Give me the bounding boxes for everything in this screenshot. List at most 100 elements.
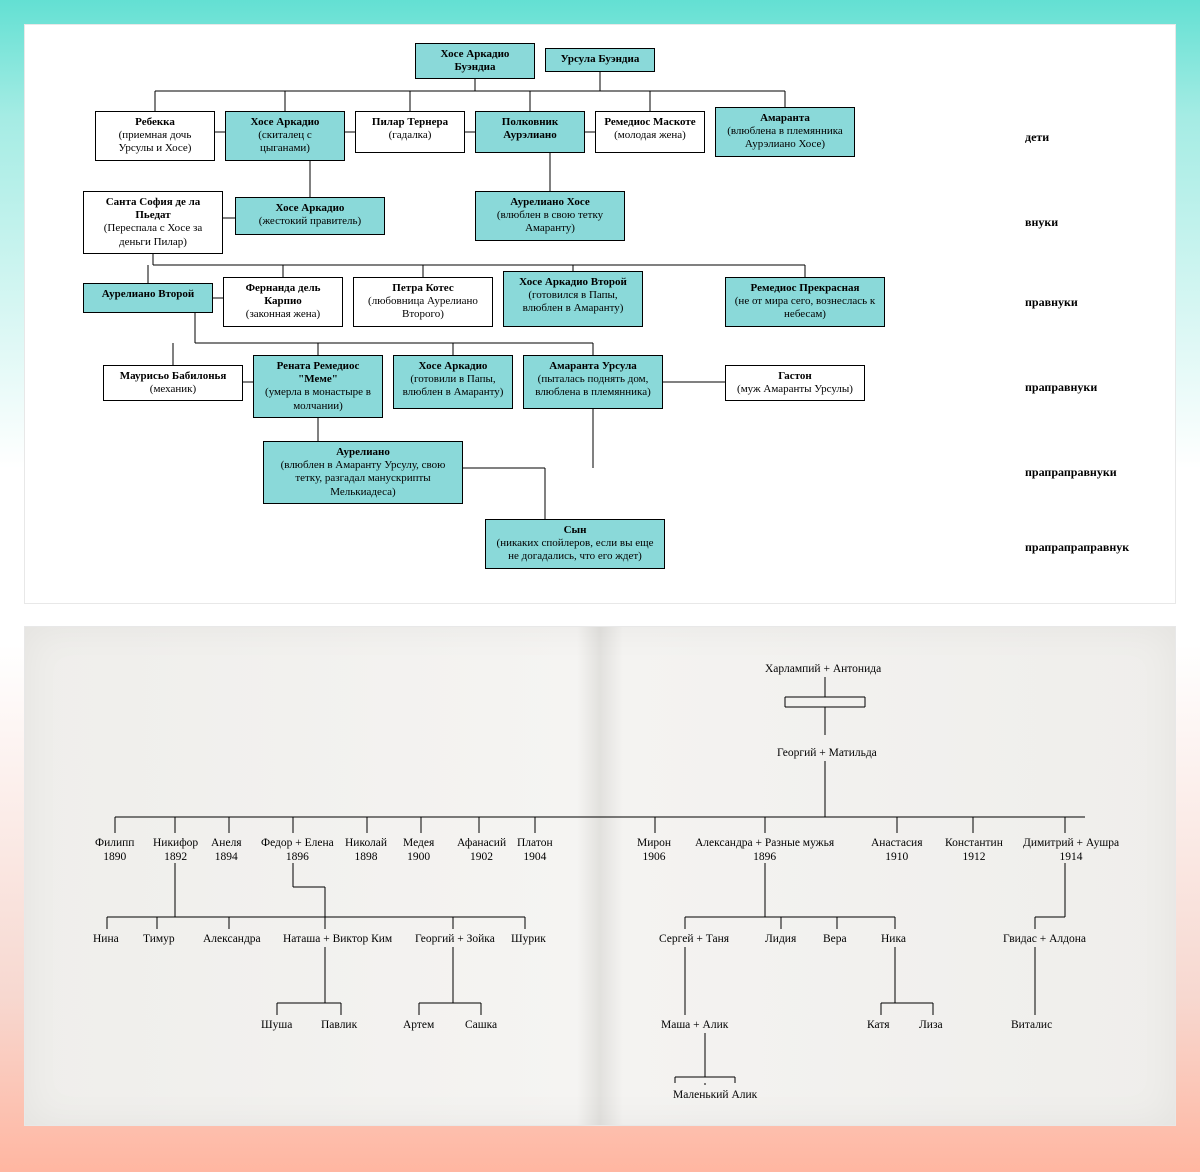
tnode-name: Георгий + Матильда [777,747,877,761]
tnode-name: Нина [93,933,119,947]
tnode-year: 1912 [945,851,1003,865]
tnode-bR2e: Гвидас + Алдона [1003,933,1086,947]
tnode-name: Харлампий + Антонида [765,663,881,677]
tnode-name: Георгий + Зойка [415,933,495,947]
node-title: Амаранта Урсула [530,360,656,373]
node-n1c: Пилар Тернера(гадалка) [355,111,465,153]
tnode-name: Катя [867,1019,890,1033]
node-title: Хосе Аркадио [232,116,338,129]
node-n3b: Фернанда дель Карпио(законная жена) [223,277,343,327]
node-n0a: Хосе Аркадио Буэндиа [415,43,535,79]
node-n1e: Ремедиос Маскоте(молодая жена) [595,111,705,153]
tnode-name: Никифор [153,837,198,851]
tnode-year: 1900 [403,851,434,865]
tnode-bL5: Николай1898 [345,837,387,865]
generation-label-g4: праправнуки [1025,380,1097,395]
tnode-year: 1902 [457,851,506,865]
node-title: Хосе Аркадио Второй [510,276,636,289]
tnode-year: 1896 [695,851,834,865]
tnode-bR3a: Маша + Алик [661,1019,728,1033]
tnode-bR1: Мирон1906 [637,837,671,865]
node-n4d: Амаранта Урсула(пыталась поднять дом, вл… [523,355,663,409]
node-subtitle: (скиталец с цыганами) [232,129,338,155]
tnode-bL2e: Георгий + Зойка [415,933,495,947]
node-subtitle: (Переспала с Хосе за деньги Пилар) [90,222,216,248]
tnode-bL2: Никифор1892 [153,837,198,865]
tnode-name: Медея [403,837,434,851]
tnode-name: Сергей + Таня [659,933,729,947]
tnode-name: Афанасий [457,837,506,851]
tnode-year: 1914 [1023,851,1119,865]
node-subtitle: (влюблен в Амаранту Урсулу, свою тетку, … [270,459,456,499]
node-title: Амаранта [722,112,848,125]
node-n2a: Санта София де ла Пьедат(Переспала с Хос… [83,191,223,254]
tnode-year: 1894 [211,851,242,865]
node-subtitle: (гадалка) [362,129,458,142]
node-title: Ремедиос Прекрасная [732,282,878,295]
tnode-name: Лиза [919,1019,943,1033]
tnode-bL6: Медея1900 [403,837,434,865]
node-n4e: Гастон(муж Амаранты Урсулы) [725,365,865,401]
node-subtitle: (готовился в Папы, влюблен в Амаранту) [510,289,636,315]
node-n3d: Хосе Аркадио Второй(готовился в Папы, вл… [503,271,643,327]
tnode-name: Вера [823,933,847,947]
tnode-name: Сашка [465,1019,497,1033]
node-subtitle: (муж Амаранты Урсулы) [732,383,858,396]
node-subtitle: (молодая жена) [602,129,698,142]
node-n3a: Аурелиано Второй [83,283,213,313]
greek-family-tree: Харлампий + АнтонидаГеоргий + МатильдаФи… [24,626,1176,1126]
node-subtitle: (законная жена) [230,308,336,321]
generation-label-g5: прапраправнуки [1025,465,1117,480]
tnode-bR5: Димитрий + Аушра1914 [1023,837,1119,865]
tnode-bR4: Константин1912 [945,837,1003,865]
node-title: Маурисьо Бабилонья [110,370,236,383]
node-n0b: Урсула Буэндиа [545,48,655,72]
tnode-bR2: Александра + Разные мужья1896 [695,837,834,865]
tnode-name: Артем [403,1019,434,1033]
node-title: Хосе Аркадио [242,202,378,215]
tnode-name: Анастасия [871,837,923,851]
tnode-name: Павлик [321,1019,357,1033]
tnode-name: Виталис [1011,1019,1052,1033]
node-n1b: Хосе Аркадио(скиталец с цыганами) [225,111,345,161]
tnode-name: Александра [203,933,261,947]
tnode-bR3d: Виталис [1011,1019,1052,1033]
tnode-b1: Георгий + Матильда [777,747,877,761]
tnode-bL2c: Александра [203,933,261,947]
node-n5a: Аурелиано(влюблен в Амаранту Урсулу, сво… [263,441,463,504]
tnode-bR2b: Лидия [765,933,796,947]
node-n3c: Петра Котес(любовница Аурелиано Второго) [353,277,493,327]
node-title: Хосе Аркадио Буэндиа [422,48,528,74]
tnode-bR3b: Катя [867,1019,890,1033]
node-title: Полковник Аурэлиано [482,116,578,142]
tnode-name: Лидия [765,933,796,947]
node-subtitle: (никаких спойлеров, если вы еще не догад… [492,537,658,563]
buendia-family-tree: Хосе Аркадио Буэндиа Урсула Буэндиа Ребекк… [24,24,1176,604]
tnode-name: Мирон [637,837,671,851]
node-n2b: Хосе Аркадио(жестокий правитель) [235,197,385,235]
node-title: Урсула Буэндиа [552,53,648,66]
tnode-name: Александра + Разные мужья [695,837,834,851]
node-title: Аурелиано Хосе [482,196,618,209]
tnode-bR2a: Сергей + Таня [659,933,729,947]
node-title: Петра Котес [360,282,486,295]
tnode-bL2b: Тимур [143,933,175,947]
tnode-bL3d: Сашка [465,1019,497,1033]
node-title: Рената Ремедиос "Меме" [260,360,376,386]
tnode-name: Ника [881,933,906,947]
tnode-bL3c: Артем [403,1019,434,1033]
tnode-name: Маленький Алик [673,1089,757,1103]
node-n1d: Полковник Аурэлиано [475,111,585,153]
node-n4b: Рената Ремедиос "Меме"(умерла в монастыр… [253,355,383,418]
tnode-bL3a: Шуша [261,1019,292,1033]
tnode-bR3: Анастасия1910 [871,837,923,865]
node-title: Фернанда дель Карпио [230,282,336,308]
tnode-name: Гвидас + Алдона [1003,933,1086,947]
node-subtitle: (любовница Аурелиано Второго) [360,295,486,321]
tnode-name: Николай [345,837,387,851]
node-title: Ребекка [102,116,208,129]
node-n1f: Амаранта(влюблена в племянника Аурэлиано… [715,107,855,157]
node-subtitle: (приемная дочь Урсулы и Хосе) [102,129,208,155]
tnode-name: Константин [945,837,1003,851]
node-subtitle: (пыталась поднять дом, влюблена в племян… [530,373,656,399]
